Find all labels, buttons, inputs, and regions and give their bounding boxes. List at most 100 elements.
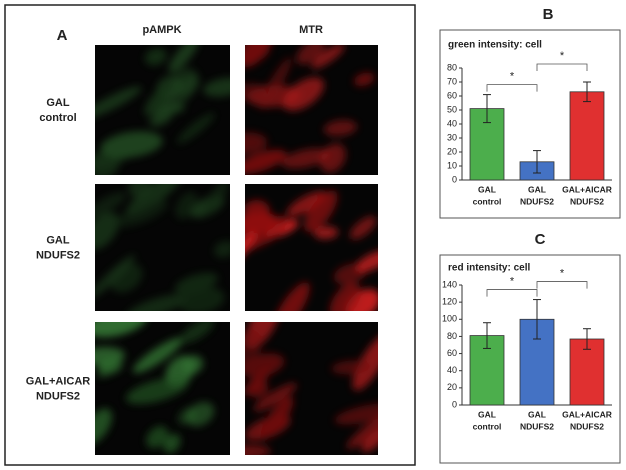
cell <box>176 112 215 144</box>
cell <box>180 322 215 344</box>
y-tick-label: 50 <box>447 104 457 114</box>
cell <box>245 212 278 234</box>
column-header: pAMPK <box>142 24 181 36</box>
cell <box>259 57 292 110</box>
cell <box>253 383 297 412</box>
cell <box>245 45 270 63</box>
cell <box>97 357 123 375</box>
cell <box>245 353 285 378</box>
y-tick-label: 140 <box>442 279 457 289</box>
cell <box>168 45 199 73</box>
cell <box>352 334 378 391</box>
cell <box>95 408 112 445</box>
y-tick-label: 0 <box>452 174 457 184</box>
y-tick-label: 60 <box>447 90 457 100</box>
micrograph-cells <box>95 184 230 311</box>
y-tick-label: 40 <box>447 118 457 128</box>
cell <box>155 75 198 120</box>
significance-label: * <box>560 50 565 62</box>
x-tick-label: NDUFS2 <box>570 196 604 206</box>
cell <box>314 226 339 239</box>
cell <box>132 337 183 373</box>
cell <box>361 429 378 453</box>
micrograph-cells <box>95 45 230 175</box>
row-label: NDUFS2 <box>36 390 80 402</box>
cell <box>163 433 181 454</box>
chart-frame <box>439 254 621 464</box>
cell <box>286 191 327 217</box>
y-tick-label: 80 <box>447 331 457 341</box>
cell <box>296 45 326 65</box>
micrograph-cells <box>245 190 378 311</box>
cell <box>100 131 163 159</box>
cell <box>95 322 148 338</box>
y-tick-label: 60 <box>447 348 457 358</box>
cell <box>182 355 204 374</box>
cell <box>204 184 229 215</box>
y-tick-label: 30 <box>447 132 457 142</box>
significance-label: * <box>510 71 515 83</box>
row-label: control <box>39 112 76 124</box>
cell <box>245 445 272 455</box>
cell <box>329 282 361 311</box>
y-tick-label: 10 <box>447 160 457 170</box>
y-tick-label: 20 <box>447 382 457 392</box>
cell <box>334 403 378 425</box>
x-tick-label: control <box>473 421 502 431</box>
chart-title: red intensity: cell <box>448 263 530 274</box>
y-tick-label: 80 <box>447 62 457 72</box>
cell <box>245 132 268 155</box>
significance-bracket <box>536 63 588 71</box>
cell <box>245 83 271 101</box>
cell <box>245 149 287 175</box>
cell <box>349 216 377 240</box>
row-label: GAL <box>46 234 70 246</box>
y-tick-label: 0 <box>452 399 457 409</box>
cell <box>186 401 215 427</box>
x-tick-label: GAL <box>478 409 496 419</box>
column-header: MTR <box>299 24 323 36</box>
panel-label: C <box>535 231 546 248</box>
micrograph-cells <box>95 322 215 454</box>
cell <box>356 250 378 272</box>
bar <box>569 338 605 406</box>
cell <box>353 72 375 87</box>
panel-label: B <box>543 6 554 23</box>
chart-title: green intensity: cell <box>448 40 542 51</box>
cell <box>95 212 119 250</box>
cell <box>144 47 167 66</box>
cell <box>319 143 346 173</box>
x-tick-label: GAL <box>528 409 546 419</box>
y-tick-label: 20 <box>447 146 457 156</box>
cell <box>331 360 371 375</box>
cell <box>311 45 345 69</box>
significance-label: * <box>560 267 565 279</box>
x-tick-label: GAL <box>478 184 496 194</box>
cell <box>95 86 142 120</box>
row-label: NDUFS2 <box>36 249 80 261</box>
cell <box>128 184 152 199</box>
cell <box>203 77 230 97</box>
significance-bracket <box>536 281 588 289</box>
cell <box>95 192 127 218</box>
cell <box>281 148 330 169</box>
cell <box>95 151 120 175</box>
x-tick-label: NDUFS2 <box>520 421 554 431</box>
chart-frame <box>439 29 621 219</box>
row-label: GAL+AICAR <box>26 375 91 387</box>
cell <box>125 377 189 404</box>
y-tick-label: 120 <box>442 297 457 307</box>
significance-bracket <box>486 289 538 297</box>
x-tick-label: GAL+AICAR <box>562 184 612 194</box>
cell <box>146 426 169 449</box>
cell <box>246 378 268 398</box>
x-tick-label: NDUFS2 <box>520 196 554 206</box>
cell <box>126 294 188 311</box>
cell <box>282 77 324 111</box>
x-tick-label: NDUFS2 <box>570 421 604 431</box>
bar <box>469 335 505 406</box>
y-tick-label: 40 <box>447 365 457 375</box>
row-label: GAL <box>46 97 70 109</box>
panel-a-frame <box>4 4 416 466</box>
